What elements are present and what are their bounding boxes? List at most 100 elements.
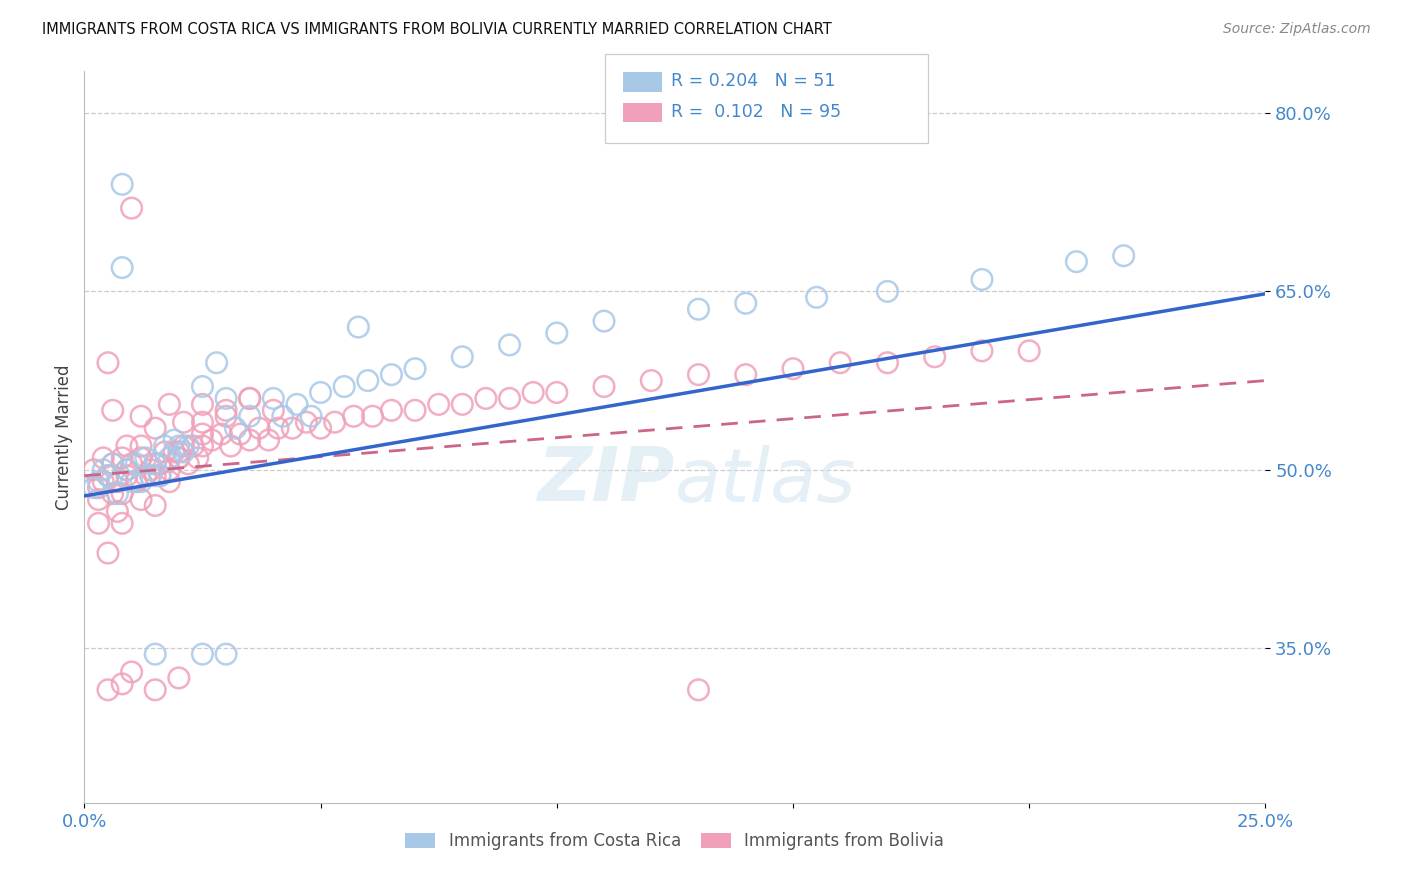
Point — [876, 285, 898, 299]
Point — [157, 450, 180, 465]
Point — [173, 415, 195, 429]
Point — [157, 463, 180, 477]
Point — [593, 314, 616, 328]
Point — [125, 457, 148, 471]
Point — [187, 450, 209, 465]
Point — [87, 481, 110, 495]
Point — [239, 392, 262, 406]
Point — [167, 445, 190, 459]
Point — [101, 457, 124, 471]
Point — [782, 361, 804, 376]
Point — [404, 361, 426, 376]
Point — [299, 409, 322, 424]
Point — [343, 409, 366, 424]
Point — [181, 439, 204, 453]
Point — [323, 415, 346, 429]
Point — [361, 409, 384, 424]
Point — [121, 475, 143, 489]
Point — [143, 468, 166, 483]
Point — [347, 320, 370, 334]
Point — [173, 439, 195, 453]
Point — [97, 468, 120, 483]
Point — [498, 338, 520, 352]
Point — [451, 397, 474, 411]
Point — [91, 450, 114, 465]
Y-axis label: Currently Married: Currently Married — [55, 364, 73, 510]
Point — [111, 450, 134, 465]
Point — [115, 468, 138, 483]
Point — [143, 499, 166, 513]
Point — [267, 421, 290, 435]
Point — [97, 468, 120, 483]
Point — [271, 409, 294, 424]
Point — [309, 385, 332, 400]
Point — [153, 439, 176, 453]
Point — [111, 677, 134, 691]
Point — [546, 385, 568, 400]
Point — [593, 379, 616, 393]
Point — [191, 439, 214, 453]
Point — [191, 415, 214, 429]
Point — [121, 457, 143, 471]
Text: ZIP: ZIP — [537, 444, 675, 517]
Point — [357, 374, 380, 388]
Point — [427, 397, 450, 411]
Point — [143, 682, 166, 697]
Point — [121, 201, 143, 215]
Point — [111, 516, 134, 531]
Point — [177, 457, 200, 471]
Point — [115, 463, 138, 477]
Point — [239, 409, 262, 424]
Point — [129, 439, 152, 453]
Point — [191, 379, 214, 393]
Point — [115, 463, 138, 477]
Point — [380, 403, 402, 417]
Point — [924, 350, 946, 364]
Point — [970, 272, 993, 286]
Point — [640, 374, 662, 388]
Point — [191, 427, 214, 442]
Text: R = 0.204   N = 51: R = 0.204 N = 51 — [671, 72, 835, 90]
Point — [87, 516, 110, 531]
Point — [215, 647, 238, 661]
Point — [143, 457, 166, 471]
Point — [107, 475, 129, 489]
Point — [215, 403, 238, 417]
Point — [295, 415, 318, 429]
Point — [257, 433, 280, 447]
Point — [97, 356, 120, 370]
Point — [333, 379, 356, 393]
Point — [404, 403, 426, 417]
Point — [139, 468, 162, 483]
Point — [225, 421, 247, 435]
Point — [1066, 254, 1088, 268]
Point — [91, 463, 114, 477]
Point — [281, 421, 304, 435]
Point — [163, 433, 186, 447]
Point — [135, 468, 157, 483]
Point — [229, 427, 252, 442]
Point — [522, 385, 544, 400]
Point — [688, 682, 710, 697]
Point — [135, 450, 157, 465]
Point — [107, 486, 129, 500]
Point — [163, 445, 186, 459]
Point — [149, 468, 172, 483]
Point — [87, 492, 110, 507]
Point — [380, 368, 402, 382]
Point — [806, 290, 828, 304]
Point — [734, 368, 756, 382]
Point — [876, 356, 898, 370]
Point — [83, 481, 105, 495]
Point — [734, 296, 756, 310]
Point — [285, 397, 308, 411]
Point — [209, 427, 232, 442]
Point — [111, 486, 134, 500]
Point — [219, 439, 242, 453]
Point — [205, 356, 228, 370]
Point — [262, 392, 284, 406]
Point — [262, 403, 284, 417]
Point — [215, 409, 238, 424]
Point — [191, 397, 214, 411]
Point — [239, 392, 262, 406]
